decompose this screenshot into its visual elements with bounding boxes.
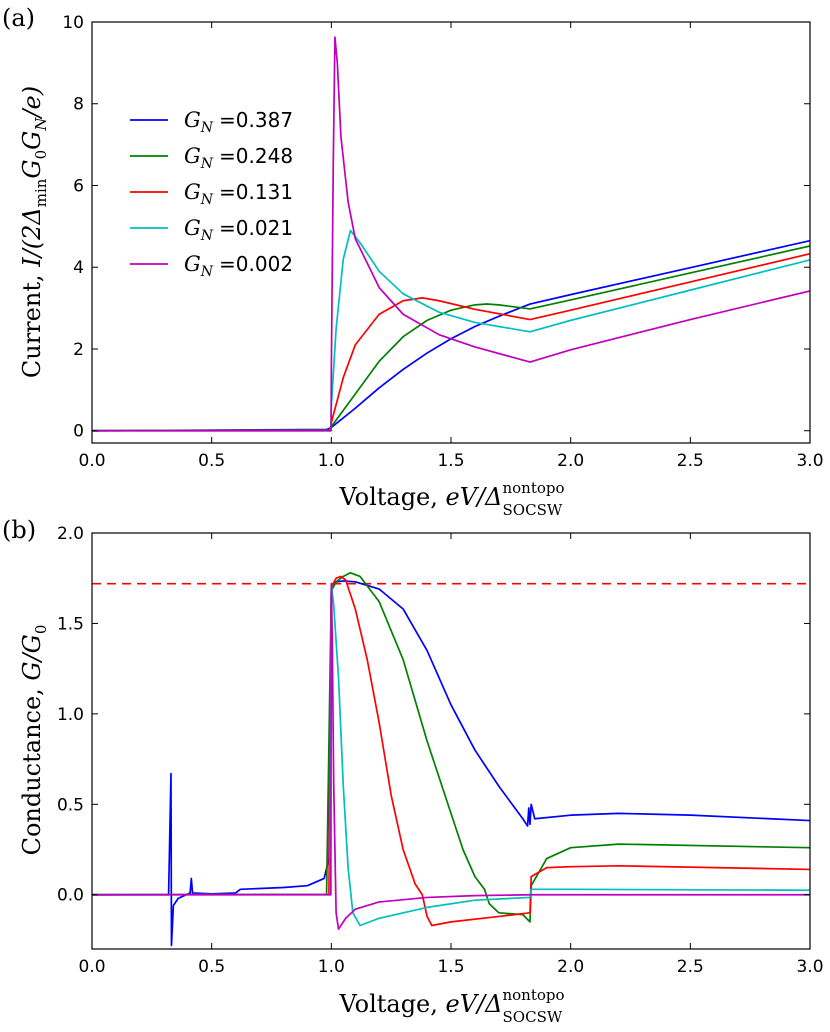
panel-b-chart: (b) 0.0 0.5 1.0 1.5 2.0 2.5 3.0 0.0 0.5 1.0 1.5 2.0…: [2, 516, 824, 1026]
panel-b-x-tick-label: 2.5: [677, 957, 704, 977]
panel-b-y-tick-label: 2.0: [57, 524, 84, 544]
panel-a-label: (a): [2, 4, 35, 32]
panel-b-x-tick-label: 2.0: [557, 957, 584, 977]
panel-b-y-tick-label: 1.5: [57, 614, 84, 634]
panel-b-y-tick-label: 0.0: [57, 886, 84, 906]
panel-a-y-tick-label: 0: [73, 422, 84, 442]
panel-b-series-line-1: [92, 580, 810, 947]
panel-a-x-axis-label: Voltage, eV/Δnontopo SOCSW: [338, 479, 564, 519]
panel-a-series-line-3: [92, 252, 810, 432]
panel-b-ticks: 0.0 0.5 1.0 1.5 2.0 2.5 3.0 0.0 0.5 1.0 1.5 2.0: [57, 524, 824, 977]
panel-a-x-tick-label: 0.0: [78, 451, 105, 471]
panel-a-series-line-5: [92, 36, 810, 432]
panel-b-label: (b): [2, 516, 36, 544]
panel-a-series-line-1: [92, 239, 810, 432]
panel-b-y-tick-label: 1.0: [57, 705, 84, 725]
legend-entry-1: GN =0.387: [184, 108, 293, 136]
panel-a-x-tick-label: 0.5: [198, 451, 225, 471]
panel-b-x-tick-label: 1.5: [437, 957, 464, 977]
panel-a-x-tick-label: 1.0: [318, 451, 345, 471]
panel-a-series-line-2: [92, 245, 810, 432]
panel-b-y-tick-label: 0.5: [57, 795, 84, 815]
panel-b-x-tick-label: 0.0: [78, 957, 105, 977]
panel-b-frame: [91, 532, 811, 950]
panel-b-series-line-2: [92, 571, 810, 923]
legend: GN =0.387 GN =0.248 GN =0.131 GN =0.021 GN =0.002: [130, 108, 293, 280]
panel-a-y-tick-label: 8: [73, 95, 84, 115]
panel-a-y-axis-label: Current, I/(2ΔminG0GN/e): [18, 86, 50, 378]
panel-a-x-tick-label: 2.5: [677, 451, 704, 471]
panel-b-x-tick-label: 0.5: [198, 957, 225, 977]
panel-a-x-tick-label: 3.0: [796, 451, 823, 471]
panel-b-x-tick-label: 3.0: [796, 957, 823, 977]
panel-a-x-tick-label: 1.5: [437, 451, 464, 471]
panel-b-y-axis-label: Conductance, G/G0: [18, 625, 50, 856]
panel-b-x-tick-label: 1.0: [318, 957, 345, 977]
panel-a-series-group: [92, 36, 810, 432]
panel-a-x-tick-label: 2.0: [557, 451, 584, 471]
panel-b-series-line-5: [92, 582, 810, 930]
panel-a-y-tick-label: 4: [73, 258, 84, 278]
panel-b-x-axis-label: Voltage, eV/Δnontopo SOCSW: [338, 986, 564, 1026]
legend-entry-5: GN =0.002: [184, 252, 293, 280]
panel-b-series-line-4: [92, 582, 810, 927]
legend-entry-4: GN =0.021: [184, 216, 293, 244]
legend-entry-3: GN =0.131: [184, 180, 293, 208]
panel-a-chart: (a) 0.0 0.5 1.0 1.5 2.0 2.5 3.0 0 2 4 6 8 10 GN =0.38…: [2, 4, 824, 519]
panel-b-series-line-3: [92, 575, 810, 927]
panel-b-series-group: [92, 571, 810, 947]
panel-a-y-tick-label: 10: [62, 13, 84, 33]
panel-a-y-tick-label: 2: [73, 340, 84, 360]
legend-entry-2: GN =0.248: [184, 144, 293, 172]
panel-a-y-tick-label: 6: [73, 176, 84, 196]
panel-a-ticks: 0.0 0.5 1.0 1.5 2.0 2.5 3.0 0 2 4 6 8 10: [62, 13, 823, 471]
panel-a-series-line-4: [92, 229, 810, 432]
